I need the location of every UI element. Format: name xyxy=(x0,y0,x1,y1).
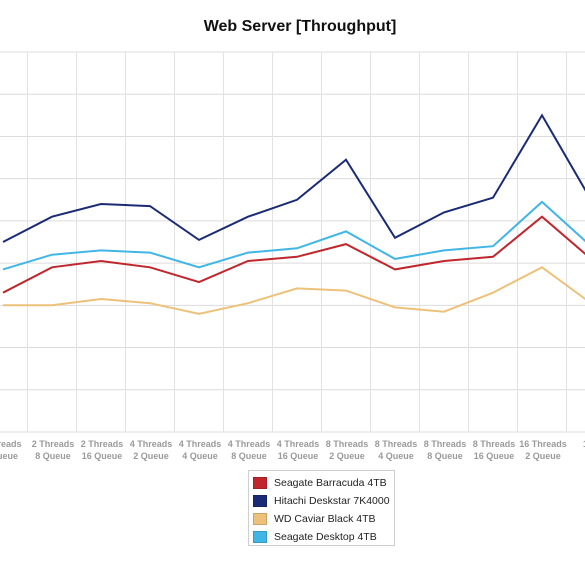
legend-label: Hitachi Deskstar 7K4000 xyxy=(274,495,390,507)
legend-swatch xyxy=(253,531,267,543)
legend: Seagate Barracuda 4TB Hitachi Deskstar 7… xyxy=(248,470,395,546)
x-tick-label: 8 Threads xyxy=(473,439,516,449)
x-tick-label: 16 Threads xyxy=(519,439,567,449)
legend-item: Seagate Barracuda 4TB xyxy=(253,474,394,492)
x-tick-label: 4 Threads xyxy=(228,439,271,449)
x-tick-label: 2 Threads xyxy=(81,439,124,449)
x-tick-label: 8 Queue xyxy=(427,451,463,461)
series-line xyxy=(2,113,585,243)
x-tick-label: 2 Queue xyxy=(133,451,169,461)
x-tick-label: 4 Threads xyxy=(130,439,173,449)
x-tick-label: 8 Queue xyxy=(35,451,71,461)
legend-swatch xyxy=(253,477,267,489)
x-tick-label: 2 Queue xyxy=(525,451,561,461)
legend-item: Seagate Desktop 4TB xyxy=(253,528,394,546)
chart-title: Web Server [Throughput] xyxy=(203,18,397,35)
series-line xyxy=(2,200,585,271)
x-tick-label: 8 Queue xyxy=(231,451,267,461)
x-tick-label: Threads xyxy=(0,439,22,449)
legend-label: Seagate Barracuda 4TB xyxy=(274,477,387,489)
legend-item: WD Caviar Black 4TB xyxy=(253,510,394,528)
series-line xyxy=(2,215,585,294)
x-tick-label: 16 Queue xyxy=(474,451,515,461)
legend-label: Seagate Desktop 4TB xyxy=(274,531,377,543)
legend-swatch xyxy=(253,495,267,507)
x-tick-label: 16 Queue xyxy=(82,451,123,461)
x-tick-label: 2 Queue xyxy=(329,451,365,461)
legend-label: WD Caviar Black 4TB xyxy=(274,513,376,525)
x-tick-label: 2 Threads xyxy=(32,439,75,449)
legend-swatch xyxy=(253,513,267,525)
x-tick-label: 4 Threads xyxy=(277,439,320,449)
series-line xyxy=(3,266,585,315)
x-tick-label: 16 T xyxy=(583,439,585,449)
legend-item: Hitachi Deskstar 7K4000 xyxy=(253,492,394,510)
x-tick-label: 4 Queue xyxy=(182,451,218,461)
x-tick-label: 16 Queue xyxy=(278,451,319,461)
x-tick-label: 8 Threads xyxy=(424,439,467,449)
x-tick-label: 4 Threads xyxy=(179,439,222,449)
x-tick-label: Queue xyxy=(0,451,18,461)
x-tick-label: 4 Queue xyxy=(378,451,414,461)
x-tick-label: 8 Threads xyxy=(375,439,418,449)
line-chart: Threads Queue 2 Threads 8 Queue 2 Threads 16 … xyxy=(0,51,585,461)
x-tick-label: 8 Threads xyxy=(326,439,369,449)
